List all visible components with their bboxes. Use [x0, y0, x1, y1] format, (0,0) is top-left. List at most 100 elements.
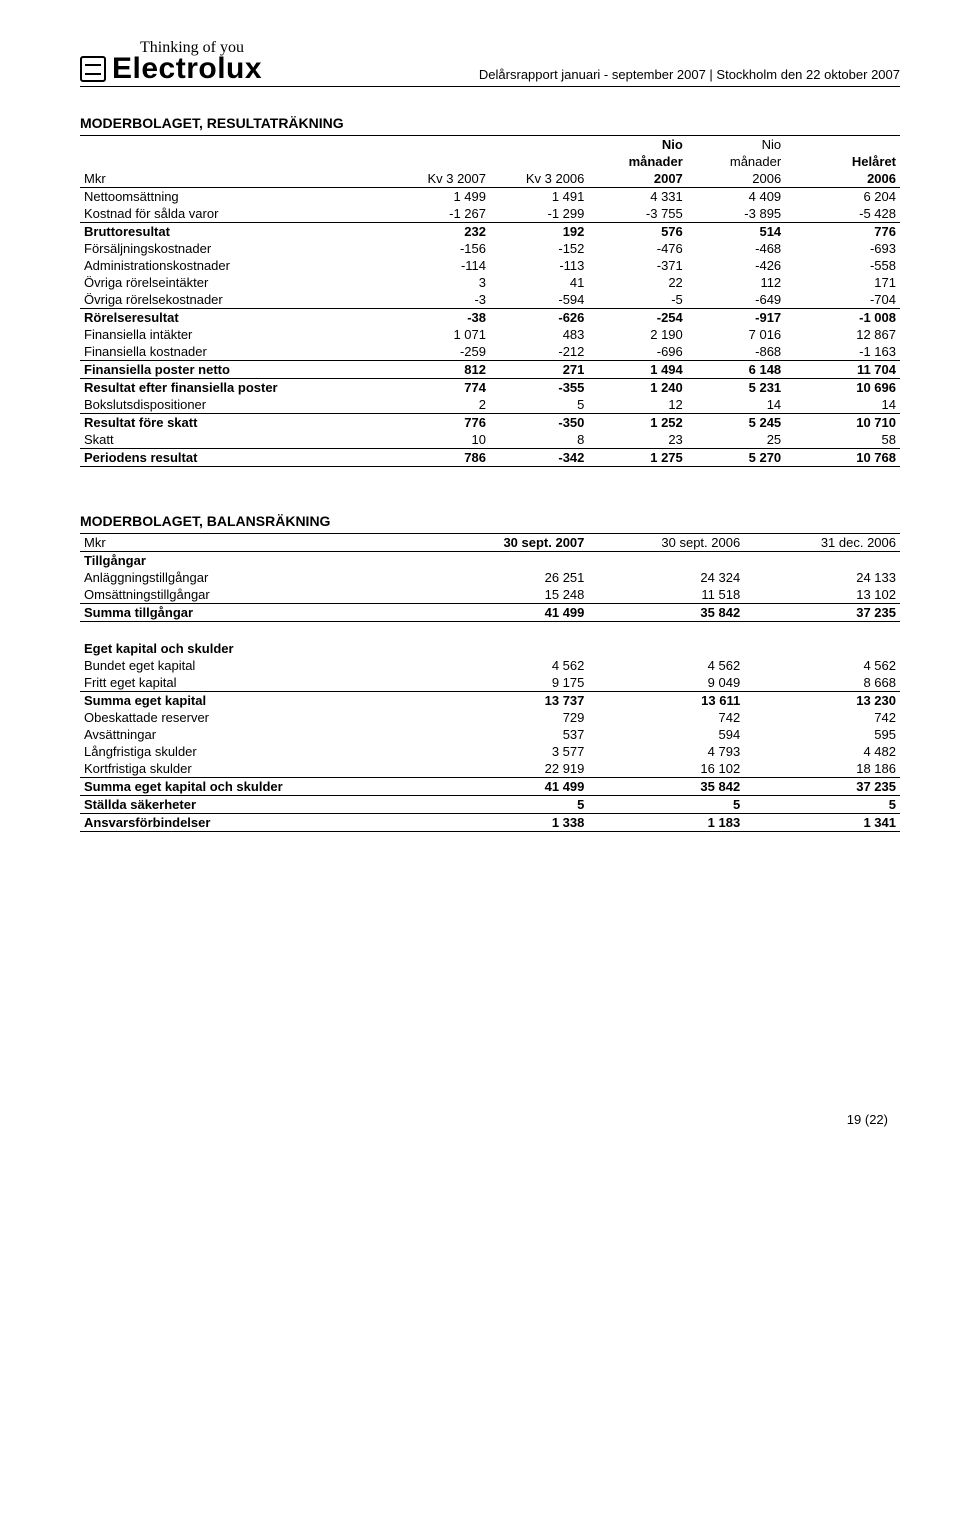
group-heading-row: Tillgångar — [80, 552, 900, 570]
cell: -868 — [687, 343, 785, 361]
table-row: Ställda säkerheter555 — [80, 795, 900, 813]
table1-title: MODERBOLAGET, RESULTATRÄKNING — [80, 115, 900, 131]
cell: 1 275 — [588, 449, 686, 467]
table1-body: Nettoomsättning1 4991 4914 3314 4096 204… — [80, 188, 900, 467]
cell: 12 — [588, 396, 686, 414]
cell: 5 231 — [687, 379, 785, 397]
cell: 4 562 — [744, 657, 900, 674]
cell: 483 — [490, 326, 588, 343]
cell: 8 668 — [744, 674, 900, 692]
cell: -704 — [785, 291, 900, 309]
cell: 5 270 — [687, 449, 785, 467]
col-header: månader — [687, 153, 785, 170]
cell: -371 — [588, 257, 686, 274]
cell: 10 — [392, 431, 490, 449]
cell: 742 — [744, 709, 900, 726]
cell: 10 696 — [785, 379, 900, 397]
cell: -1 008 — [785, 309, 900, 327]
table2-title: MODERBOLAGET, BALANSRÄKNING — [80, 513, 900, 529]
row-label: Finansiella intäkter — [80, 326, 392, 343]
cell: 729 — [441, 709, 589, 726]
table-row: Bokslutsdispositioner25121414 — [80, 396, 900, 414]
cell: 35 842 — [588, 777, 744, 795]
table-row: Övriga rörelseintäkter34122112171 — [80, 274, 900, 291]
table-row: Avsättningar537594595 — [80, 726, 900, 743]
table-row: Administrationskostnader-114-113-371-426… — [80, 257, 900, 274]
brand-mark-icon — [80, 56, 106, 82]
table-row: Summa eget kapital och skulder41 49935 8… — [80, 777, 900, 795]
balance-sheet-table: Mkr 30 sept. 2007 30 sept. 2006 31 dec. … — [80, 533, 900, 832]
cell: -350 — [490, 414, 588, 432]
cell: 58 — [785, 431, 900, 449]
table-row: Anläggningstillgångar26 25124 32424 133 — [80, 569, 900, 586]
row-label: Nettoomsättning — [80, 188, 392, 206]
cell: -649 — [687, 291, 785, 309]
cell: 537 — [441, 726, 589, 743]
group-heading: Eget kapital och skulder — [80, 640, 900, 657]
row-label: Administrationskostnader — [80, 257, 392, 274]
cell: -156 — [392, 240, 490, 257]
cell: 776 — [392, 414, 490, 432]
cell: 595 — [744, 726, 900, 743]
cell: -113 — [490, 257, 588, 274]
cell: 776 — [785, 223, 900, 241]
cell: 3 — [392, 274, 490, 291]
table-row: Övriga rörelsekostnader-3-594-5-649-704 — [80, 291, 900, 309]
row-label: Skatt — [80, 431, 392, 449]
cell: -342 — [490, 449, 588, 467]
cell: 4 482 — [744, 743, 900, 760]
row-label: Summa eget kapital och skulder — [80, 777, 441, 795]
row-label: Fritt eget kapital — [80, 674, 441, 692]
row-label: Övriga rörelseintäkter — [80, 274, 392, 291]
cell: 1 341 — [744, 813, 900, 831]
cell: -254 — [588, 309, 686, 327]
table1-head: Nio Nio månader månader Helåret Mkr Kv 3… — [80, 136, 900, 188]
cell: 22 919 — [441, 760, 589, 778]
cell: 12 867 — [785, 326, 900, 343]
table-row: Kortfristiga skulder22 91916 10218 186 — [80, 760, 900, 778]
cell: 812 — [392, 361, 490, 379]
cell: 13 102 — [744, 586, 900, 604]
cell: -114 — [392, 257, 490, 274]
cell: 5 245 — [687, 414, 785, 432]
cell: 15 248 — [441, 586, 589, 604]
cell: 25 — [687, 431, 785, 449]
cell: 2 190 — [588, 326, 686, 343]
cell: 11 704 — [785, 361, 900, 379]
cell: -5 — [588, 291, 686, 309]
group-heading: Tillgångar — [80, 552, 900, 570]
cell: 13 611 — [588, 691, 744, 709]
table-row: Rörelseresultat-38-626-254-917-1 008 — [80, 309, 900, 327]
cell: -626 — [490, 309, 588, 327]
cell: -5 428 — [785, 205, 900, 223]
cell: 1 491 — [490, 188, 588, 206]
cell: -696 — [588, 343, 686, 361]
table-row: Försäljningskostnader-156-152-476-468-69… — [80, 240, 900, 257]
cell: -3 755 — [588, 205, 686, 223]
table-row: Finansiella intäkter1 0714832 1907 01612… — [80, 326, 900, 343]
cell: -917 — [687, 309, 785, 327]
row-label: Resultat före skatt — [80, 414, 392, 432]
cell: 35 842 — [588, 604, 744, 622]
cell: -212 — [490, 343, 588, 361]
table-row: Bundet eget kapital4 5624 5624 562 — [80, 657, 900, 674]
cell: 271 — [490, 361, 588, 379]
cell: 514 — [687, 223, 785, 241]
cell: 232 — [392, 223, 490, 241]
cell: -558 — [785, 257, 900, 274]
cell: 1 183 — [588, 813, 744, 831]
table-row: Finansiella poster netto8122711 4946 148… — [80, 361, 900, 379]
col-header — [392, 136, 490, 154]
cell: 1 252 — [588, 414, 686, 432]
cell: 41 — [490, 274, 588, 291]
table-row: Periodens resultat786-3421 2755 27010 76… — [80, 449, 900, 467]
page: Thinking of you Electrolux Delårsrapport… — [0, 0, 960, 1147]
cell: 14 — [785, 396, 900, 414]
table-row: Nettoomsättning1 4991 4914 3314 4096 204 — [80, 188, 900, 206]
row-label: Avsättningar — [80, 726, 441, 743]
col-header: Kv 3 2007 — [392, 170, 490, 188]
cell: 192 — [490, 223, 588, 241]
row-label: Försäljningskostnader — [80, 240, 392, 257]
cell: 11 518 — [588, 586, 744, 604]
cell: 22 — [588, 274, 686, 291]
